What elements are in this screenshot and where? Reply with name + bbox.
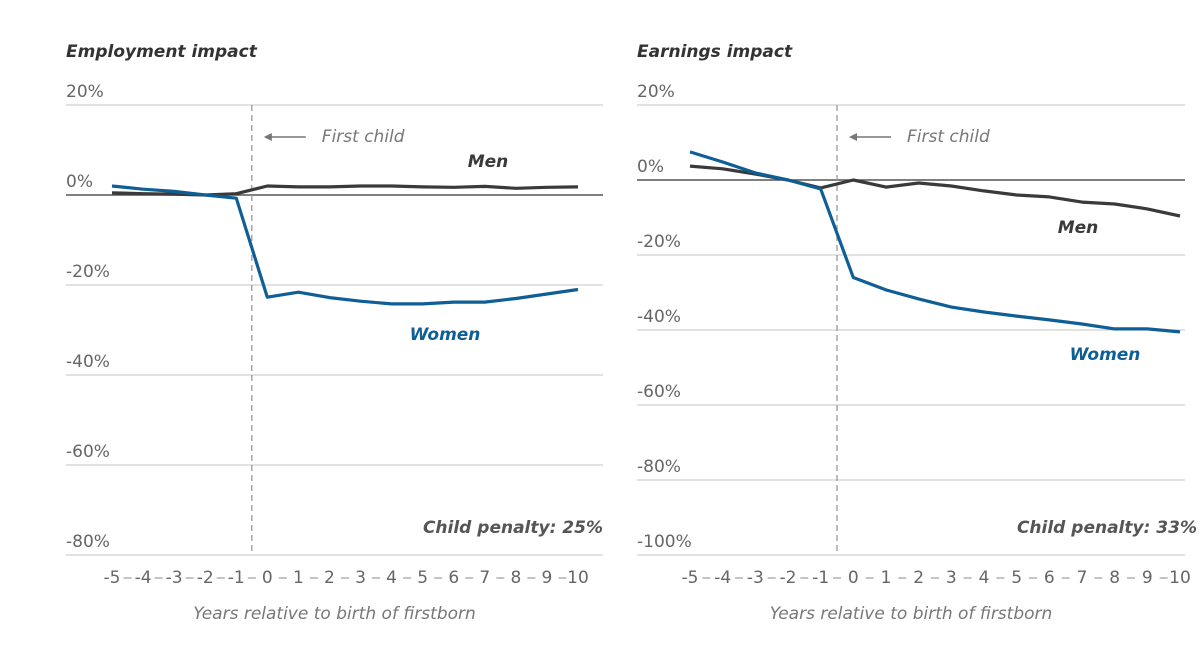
x-tick-label: -2	[197, 568, 214, 588]
x-tick-label: 9	[542, 568, 553, 588]
y-tick-label: -40%	[66, 352, 110, 372]
x-tick-label: 2	[913, 568, 924, 588]
y-tick-label: -80%	[66, 532, 110, 552]
y-tick-label: -100%	[637, 532, 692, 552]
x-axis-label: Years relative to birth of firstborn	[770, 604, 1053, 624]
x-tick-label: -1	[812, 568, 829, 588]
series-label: Women	[1070, 345, 1141, 365]
x-tick-label: 4	[979, 568, 990, 588]
x-axis-label: Years relative to birth of firstborn	[193, 604, 476, 624]
x-tick-label: 10	[567, 568, 589, 588]
y-tick-label: 0%	[66, 172, 93, 192]
series-line	[689, 150, 1181, 334]
y-tick-label: -60%	[66, 442, 110, 462]
y-tick-label: 0%	[637, 157, 664, 177]
x-tick-label: 5	[417, 568, 428, 588]
x-tick-label: 10	[1169, 568, 1191, 588]
x-tick-label: -4	[714, 568, 731, 588]
x-tick-label: -3	[747, 568, 764, 588]
series-label: Men	[468, 152, 509, 172]
panel-title: Employment impact	[66, 42, 258, 62]
x-tick-label: 1	[881, 568, 892, 588]
annotation: First child	[907, 127, 990, 147]
x-tick-label: 7	[479, 568, 490, 588]
x-tick-label: 0	[262, 568, 273, 588]
x-tick-label: 2	[324, 568, 335, 588]
x-tick-label: 7	[1077, 568, 1088, 588]
x-tick-label: -2	[780, 568, 797, 588]
x-tick-label: 1	[293, 568, 304, 588]
x-tick-label: 3	[946, 568, 957, 588]
annotation: First child	[322, 127, 405, 147]
x-tick-label: 5	[1011, 568, 1022, 588]
x-tick-label: -1	[228, 568, 245, 588]
x-tick-label: 3	[355, 568, 366, 588]
x-tick-label: -5	[104, 568, 121, 588]
note: Child penalty: 33%	[1017, 518, 1197, 538]
x-tick-label: -3	[166, 568, 183, 588]
series-label: Women	[410, 325, 481, 345]
y-tick-label: 20%	[637, 82, 675, 102]
y-tick-label: -60%	[637, 382, 681, 402]
x-tick-label: -5	[682, 568, 699, 588]
x-tick-label: -4	[135, 568, 152, 588]
series-line	[111, 184, 579, 306]
x-tick-label: 8	[1109, 568, 1120, 588]
x-tick-label: 6	[1044, 568, 1055, 588]
y-tick-label: 20%	[66, 82, 104, 102]
x-tick-label: 6	[448, 568, 459, 588]
note: Child penalty: 25%	[423, 518, 603, 538]
y-tick-label: -80%	[637, 457, 681, 477]
y-tick-label: -20%	[66, 262, 110, 282]
series-label: Men	[1058, 218, 1099, 238]
panel-title: Earnings impact	[637, 42, 793, 62]
annotation-arrowhead	[849, 133, 857, 141]
annotation-arrowhead	[263, 133, 272, 141]
y-tick-label: -20%	[637, 232, 681, 252]
y-tick-label: -40%	[637, 307, 681, 327]
x-tick-label: 0	[848, 568, 859, 588]
x-tick-label: 8	[510, 568, 521, 588]
x-tick-label: 4	[386, 568, 397, 588]
x-tick-label: 9	[1142, 568, 1153, 588]
